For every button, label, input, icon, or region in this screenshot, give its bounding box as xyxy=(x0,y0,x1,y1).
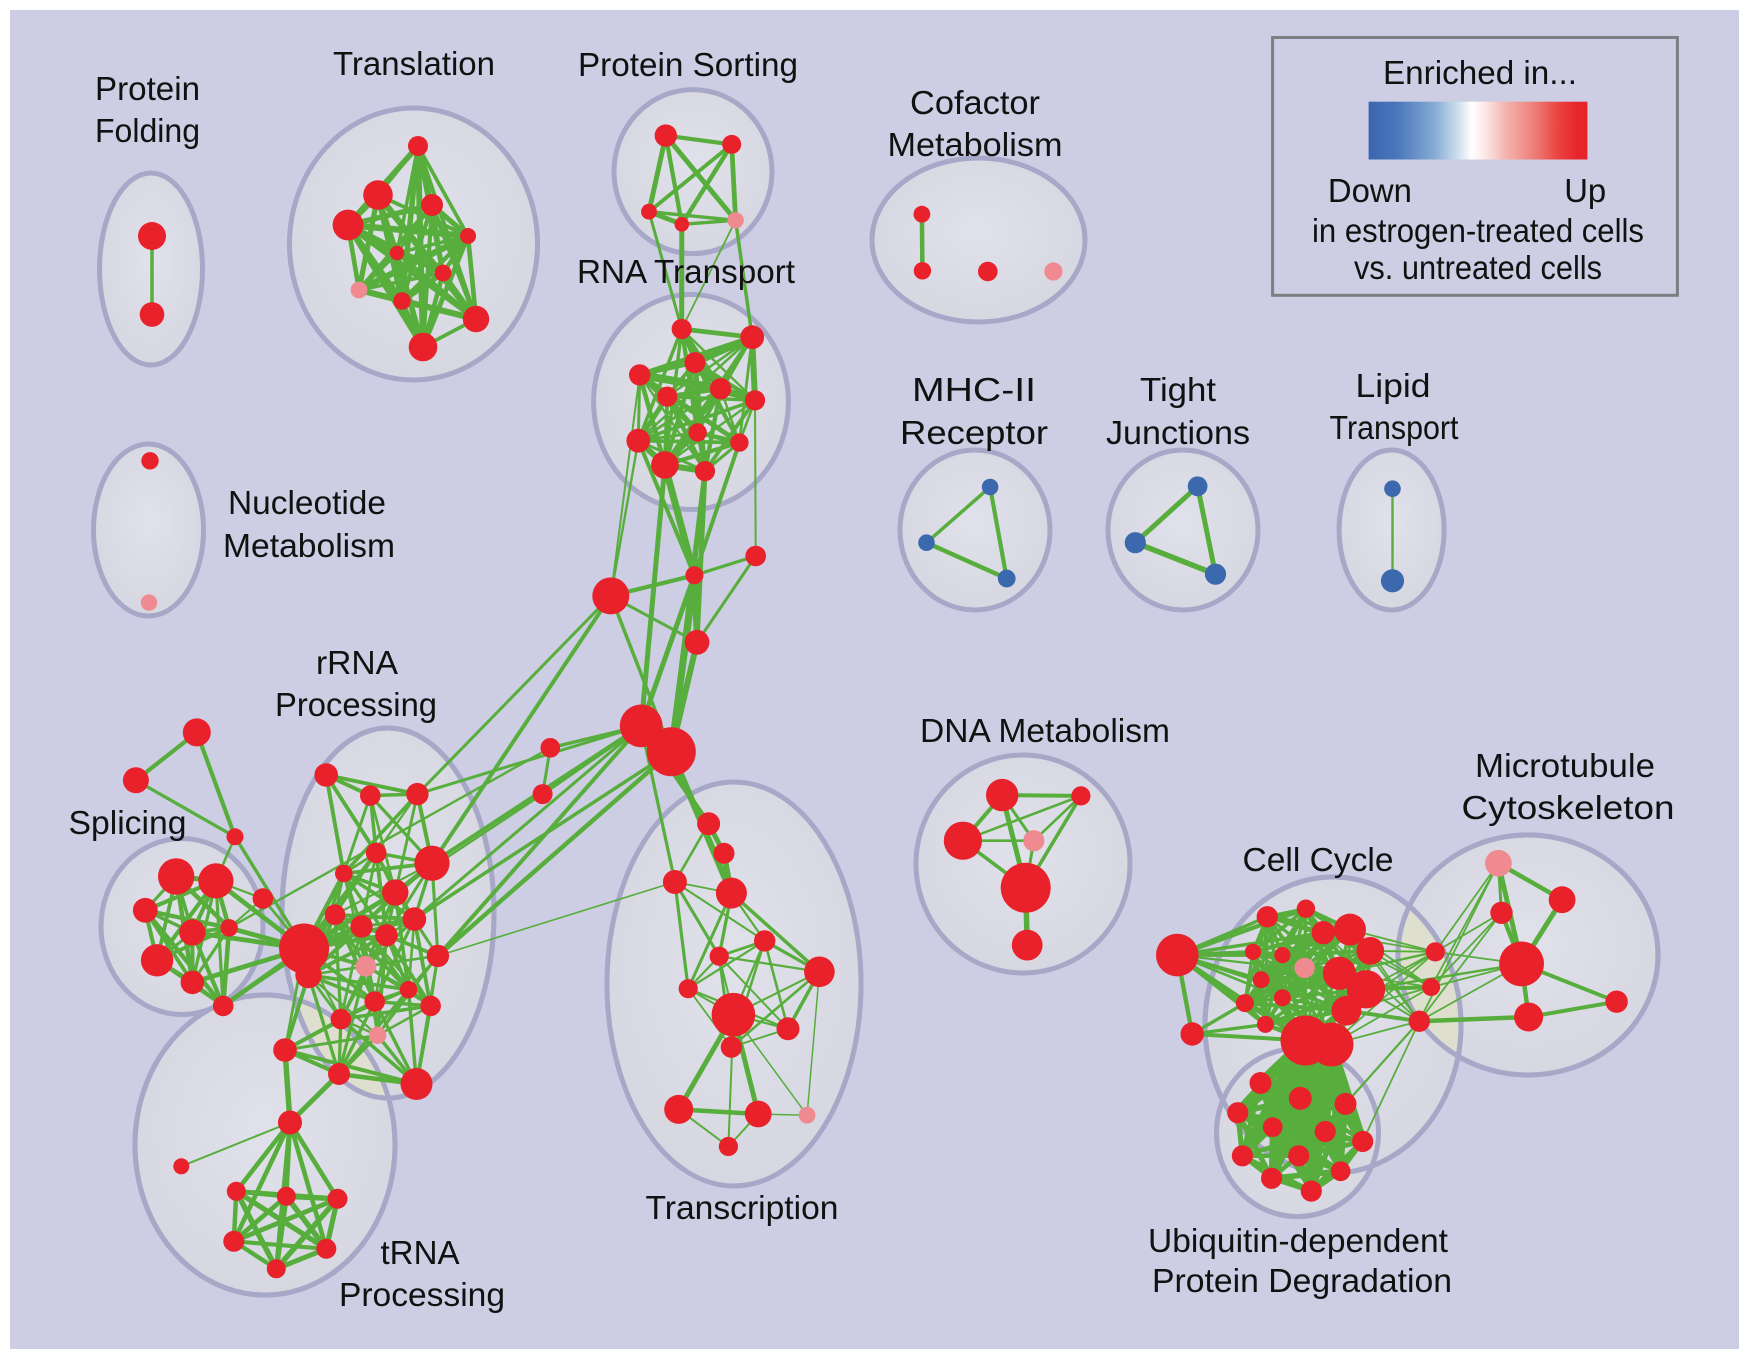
svg-text:Nucleotide: Nucleotide xyxy=(228,484,386,521)
svg-text:rRNA: rRNA xyxy=(316,644,398,681)
svg-text:Ubiquitin-dependent: Ubiquitin-dependent xyxy=(1148,1222,1448,1259)
svg-text:Translation: Translation xyxy=(333,45,495,82)
svg-text:Processing: Processing xyxy=(275,686,437,723)
svg-text:Transport: Transport xyxy=(1330,409,1459,446)
svg-text:Enriched in...: Enriched in... xyxy=(1383,54,1577,91)
svg-text:Protein Degradation: Protein Degradation xyxy=(1152,1262,1452,1299)
svg-text:vs. untreated cells: vs. untreated cells xyxy=(1354,249,1602,286)
svg-text:Tight: Tight xyxy=(1140,371,1216,408)
svg-text:Metabolism: Metabolism xyxy=(223,527,395,564)
svg-text:tRNA: tRNA xyxy=(381,1234,460,1271)
svg-text:Cytoskeleton: Cytoskeleton xyxy=(1462,789,1675,826)
svg-text:Microtubule: Microtubule xyxy=(1475,747,1655,784)
svg-text:Up: Up xyxy=(1564,172,1606,209)
svg-text:Splicing: Splicing xyxy=(69,804,187,841)
svg-text:Protein: Protein xyxy=(95,70,200,107)
svg-text:Lipid: Lipid xyxy=(1356,367,1431,404)
svg-text:Cell Cycle: Cell Cycle xyxy=(1243,841,1394,878)
svg-text:Receptor: Receptor xyxy=(900,414,1048,451)
svg-text:Folding: Folding xyxy=(95,112,200,149)
svg-text:Junctions: Junctions xyxy=(1106,414,1250,451)
svg-text:Metabolism: Metabolism xyxy=(888,126,1063,163)
svg-text:Down: Down xyxy=(1328,172,1412,209)
svg-text:Processing: Processing xyxy=(339,1276,505,1313)
svg-text:Protein Sorting: Protein Sorting xyxy=(578,46,798,83)
svg-text:MHC-II: MHC-II xyxy=(912,371,1036,408)
svg-text:Transcription: Transcription xyxy=(646,1189,839,1226)
svg-text:Cofactor: Cofactor xyxy=(910,84,1040,121)
svg-text:in estrogen-treated cells: in estrogen-treated cells xyxy=(1312,212,1644,249)
svg-text:RNA Transport: RNA Transport xyxy=(577,253,795,290)
svg-text:DNA Metabolism: DNA Metabolism xyxy=(920,712,1170,749)
